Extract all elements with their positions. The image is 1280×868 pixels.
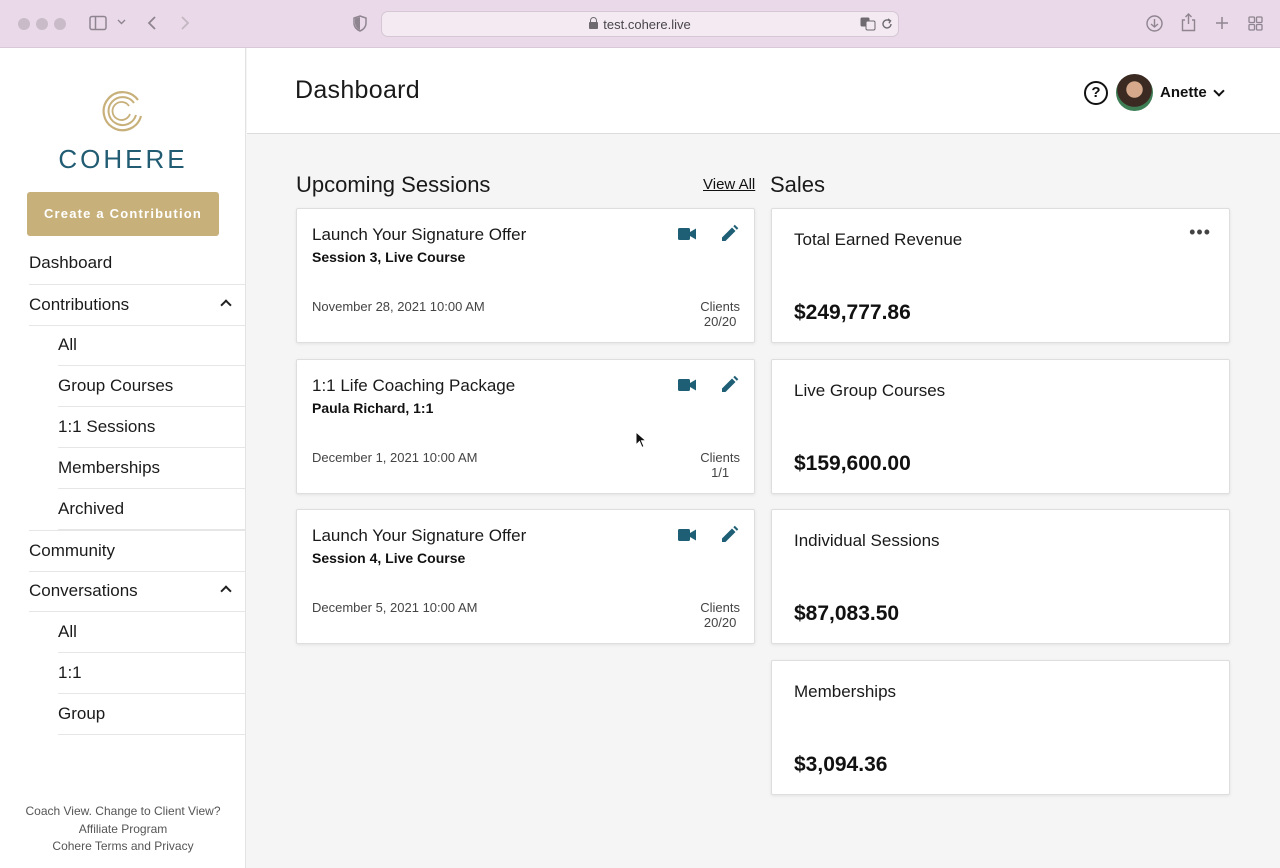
- nav-contributions[interactable]: Contributions: [29, 284, 245, 326]
- chevron-down-icon[interactable]: [1213, 85, 1225, 97]
- nav-conversations-all[interactable]: All: [58, 612, 245, 653]
- forward-arrow-icon[interactable]: [180, 15, 190, 31]
- affiliate-program-link[interactable]: Affiliate Program: [78, 821, 168, 836]
- new-tab-icon[interactable]: [1215, 16, 1229, 30]
- nav-group-courses[interactable]: Group Courses: [58, 366, 245, 407]
- more-options-icon[interactable]: •••: [1189, 222, 1211, 242]
- session-title: Launch Your Signature Offer: [312, 526, 527, 545]
- back-arrow-icon[interactable]: [147, 15, 157, 31]
- create-contribution-button[interactable]: Create a Contribution: [27, 192, 219, 236]
- clients-count: 20/20: [703, 314, 737, 329]
- nav-conversations-group[interactable]: Group: [58, 694, 245, 735]
- logo-mark-icon: [102, 91, 143, 132]
- close-window-button[interactable]: [18, 18, 30, 30]
- session-clients: Clients 20/20: [700, 299, 740, 329]
- session-subtitle: Session 3, Live Course: [312, 249, 466, 265]
- pencil-edit-icon[interactable]: [721, 224, 739, 242]
- nav-memberships[interactable]: Memberships: [58, 448, 245, 489]
- pencil-edit-icon[interactable]: [721, 525, 739, 543]
- session-card[interactable]: Launch Your Signature Offer Session 3, L…: [296, 208, 755, 343]
- sales-card-value: $249,777.86: [794, 301, 911, 324]
- session-date: December 5, 2021 10:00 AM: [312, 600, 478, 615]
- logo-wordmark: COHERE: [58, 144, 188, 174]
- terms-privacy-link[interactable]: Cohere Terms and Privacy: [52, 839, 194, 853]
- session-subtitle: Paula Richard, 1:1: [312, 400, 434, 416]
- pencil-edit-icon[interactable]: [721, 375, 739, 393]
- sales-card-label: Total Earned Revenue: [794, 230, 963, 249]
- clients-count: 1/1: [711, 465, 730, 480]
- nav-community[interactable]: Community: [29, 530, 245, 572]
- video-camera-icon[interactable]: [678, 227, 696, 241]
- sales-card-label: Live Group Courses: [794, 381, 946, 400]
- share-icon[interactable]: [1181, 13, 1196, 32]
- nav-contributions-all[interactable]: All: [58, 325, 245, 366]
- clients-count: 20/20: [703, 615, 737, 630]
- sales-card-value: $87,083.50: [794, 602, 900, 625]
- sales-title: Sales: [770, 172, 826, 197]
- sales-card-label: Memberships: [794, 682, 897, 701]
- browser-toolbar: test.cohere.live: [0, 0, 1280, 48]
- sales-card: Memberships $3,094.36: [771, 660, 1230, 795]
- chevron-up-icon[interactable]: [220, 299, 232, 311]
- session-card[interactable]: Launch Your Signature Offer Session 4, L…: [296, 509, 755, 644]
- sidebar: COHERE Create a Contribution Dashboard C…: [0, 48, 246, 868]
- zoom-window-button[interactable]: [54, 18, 66, 30]
- chevron-up-icon[interactable]: [220, 585, 232, 597]
- nav-1-1-sessions[interactable]: 1:1 Sessions: [58, 407, 245, 448]
- session-clients: Clients 1/1: [700, 450, 740, 480]
- download-icon[interactable]: [1146, 15, 1163, 32]
- sales-card: Live Group Courses $159,600.00: [771, 359, 1230, 494]
- session-title: Launch Your Signature Offer: [312, 225, 527, 244]
- sales-card-label: Individual Sessions: [794, 531, 940, 550]
- session-date: November 28, 2021 10:00 AM: [312, 299, 485, 314]
- session-clients: Clients 20/20: [700, 600, 740, 630]
- address-bar[interactable]: test.cohere.live: [381, 11, 899, 37]
- url-text: test.cohere.live: [603, 17, 691, 32]
- sidebar-toggle-icon[interactable]: [89, 15, 107, 31]
- session-date: December 1, 2021 10:00 AM: [312, 450, 478, 465]
- nav-contributions-label: Contributions: [29, 295, 130, 314]
- nav-conversations-1-1[interactable]: 1:1: [58, 653, 245, 694]
- nav-conversations-label: Conversations: [29, 581, 138, 600]
- nav-archived[interactable]: Archived: [58, 489, 245, 530]
- clients-label: Clients: [700, 450, 740, 465]
- chevron-down-icon[interactable]: [117, 19, 126, 25]
- view-all-link[interactable]: View All: [703, 176, 756, 193]
- user-name[interactable]: Anette: [1160, 84, 1207, 101]
- session-card[interactable]: 1:1 Life Coaching Package Paula Richard,…: [296, 359, 755, 494]
- privacy-shield-icon[interactable]: [353, 15, 367, 32]
- help-icon[interactable]: ?: [1084, 81, 1108, 105]
- page-header: Dashboard ? Anette: [247, 48, 1280, 134]
- minimize-window-button[interactable]: [36, 18, 48, 30]
- sales-card: Individual Sessions $87,083.50: [771, 509, 1230, 644]
- session-title: 1:1 Life Coaching Package: [312, 376, 516, 395]
- reload-icon[interactable]: [881, 18, 893, 30]
- translate-icon[interactable]: [860, 17, 876, 31]
- lock-icon: [589, 17, 599, 29]
- nav-dashboard-label: Dashboard: [29, 253, 113, 272]
- video-camera-icon[interactable]: [678, 378, 696, 392]
- sidebar-footer: Coach View. Change to Client View? Affil…: [0, 803, 246, 856]
- sales-card: Total Earned Revenue $249,777.86 •••: [771, 208, 1230, 343]
- avatar[interactable]: [1116, 74, 1153, 111]
- coach-view-link[interactable]: Coach View. Change to Client View?: [25, 804, 221, 818]
- upcoming-sessions-title: Upcoming Sessions: [296, 172, 491, 197]
- cohere-logo[interactable]: COHERE: [49, 86, 197, 176]
- clients-label: Clients: [700, 299, 740, 314]
- clients-label: Clients: [700, 600, 740, 615]
- page-title: Dashboard: [295, 76, 421, 104]
- video-camera-icon[interactable]: [678, 528, 696, 542]
- nav-conversations[interactable]: Conversations: [29, 571, 245, 612]
- sales-card-value: $159,600.00: [794, 452, 911, 475]
- session-subtitle: Session 4, Live Course: [312, 550, 466, 566]
- sales-card-value: $3,094.36: [794, 753, 888, 776]
- tab-overview-icon[interactable]: [1248, 16, 1263, 31]
- nav-dashboard[interactable]: Dashboard: [29, 243, 245, 284]
- mouse-cursor-icon: [635, 431, 647, 449]
